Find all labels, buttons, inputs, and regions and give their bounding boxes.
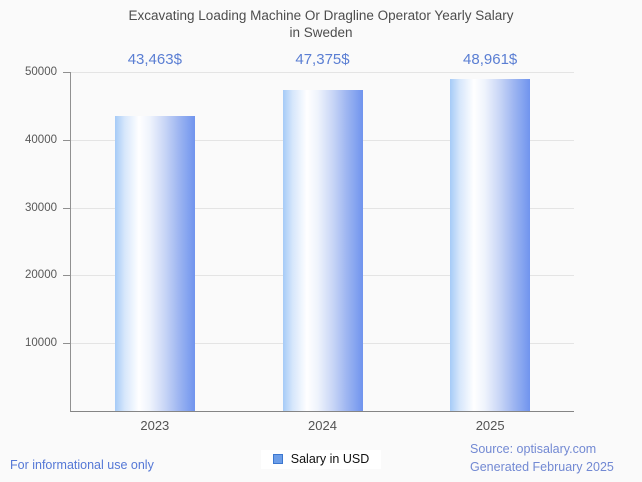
chart-title: Excavating Loading Machine Or Dragline O… (0, 7, 642, 41)
generated-text: Generated February 2025 (470, 459, 614, 474)
disclaimer-text: For informational use only (10, 458, 154, 472)
source-text: Source: optisalary.com (470, 442, 597, 456)
y-axis-tick (63, 275, 70, 277)
y-axis-tick-label: 10000 (25, 337, 57, 350)
bar (450, 79, 531, 411)
chart-title-line-2: in Sweden (289, 25, 353, 40)
y-axis-tick-label: 30000 (25, 201, 57, 214)
y-axis-tick (63, 139, 70, 141)
y-axis-tick-label: 50000 (25, 66, 57, 78)
x-axis-tick-label: 2024 (308, 418, 337, 433)
legend-label: Salary in USD (290, 452, 370, 466)
bar (114, 116, 195, 411)
plot-area: 10000 20000 30000 40000 50000 43,463$ 2023 47,3… (25, 51, 574, 433)
x-axis-tick-label: 2025 (475, 418, 505, 433)
y-axis-tick-label: 40000 (25, 133, 57, 146)
bar-value-label: 47,375$ (295, 51, 350, 68)
y-axis-tick (63, 343, 70, 345)
y-axis-tick (63, 72, 70, 73)
y-axis-tick (63, 207, 70, 209)
bar-value-label: 43,463$ (127, 51, 182, 68)
x-axis-tick-label: 2023 (140, 418, 170, 433)
legend-swatch-icon (272, 454, 283, 464)
bar-value-label: 48,961$ (463, 51, 518, 68)
legend-box: Salary in USD (260, 450, 382, 469)
gridline (71, 72, 574, 73)
legend: Salary in USD (0, 450, 642, 469)
bar (282, 89, 363, 411)
source-block: Source: optisalary.com Generated Februar… (470, 441, 614, 476)
y-axis-tick-label: 20000 (25, 269, 57, 282)
chart-title-line-1: Excavating Loading Machine Or Dragline O… (128, 8, 514, 23)
